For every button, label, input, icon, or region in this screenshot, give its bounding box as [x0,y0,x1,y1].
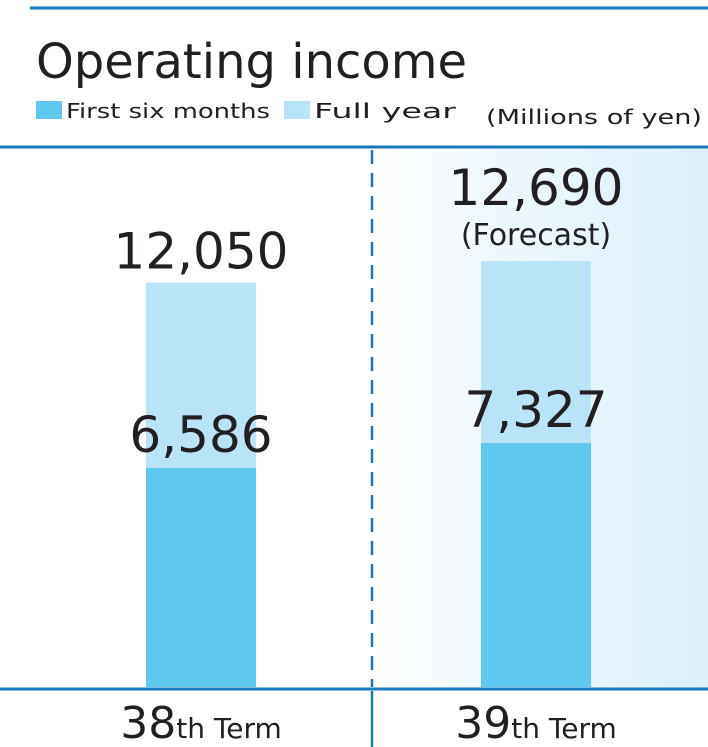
category-39th-suffix: th Term [511,712,617,745]
chart-title: Operating income [36,34,467,90]
label-38th-full-year: 12,050 [114,223,289,281]
unit-label: (Millions of yen) [486,105,702,129]
label-38th-first-six-months: 6,586 [129,406,272,464]
legend-swatch-full-year [284,101,310,119]
legend-label-full-year: Full year [314,99,457,123]
bar-38th-first-six-months [146,467,256,687]
category-38th-term: 38th Term [120,698,282,747]
category-39th-term: 39th Term [455,698,617,747]
category-39th-number: 39 [455,698,511,747]
category-38th-number: 38 [120,698,176,747]
label-39th-first-six-months: 7,327 [464,381,607,439]
label-39th-full-year: 12,690 [449,159,624,217]
legend-label-first-six-months: First six months [66,99,270,123]
bar-39th-first-six-months [481,443,591,687]
category-38th-suffix: th Term [176,712,282,745]
label-39th-forecast: (Forecast) [461,218,611,253]
legend-swatch-first-six-months [36,101,62,119]
